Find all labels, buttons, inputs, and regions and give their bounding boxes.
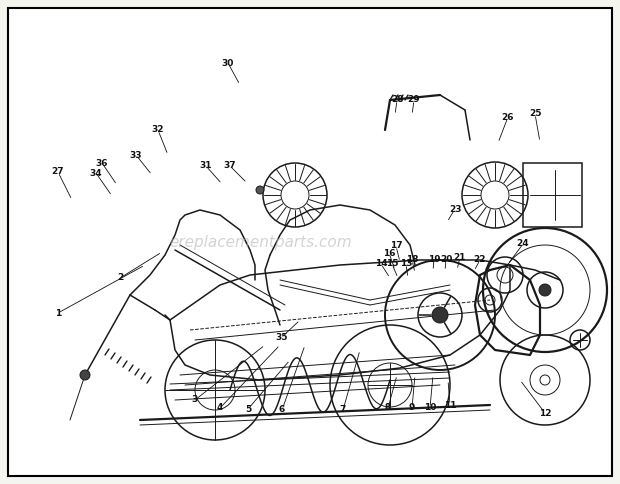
Circle shape <box>539 284 551 296</box>
Text: 24: 24 <box>516 240 529 248</box>
Text: 9: 9 <box>409 404 415 412</box>
Text: 18: 18 <box>405 256 419 264</box>
Text: 30: 30 <box>222 59 234 67</box>
Text: 12: 12 <box>539 408 551 418</box>
Text: 1: 1 <box>55 308 61 318</box>
Text: 5: 5 <box>245 405 251 413</box>
Text: 23: 23 <box>449 205 461 213</box>
Text: 19: 19 <box>428 255 440 263</box>
Circle shape <box>80 370 90 380</box>
Text: 28: 28 <box>391 95 403 105</box>
Text: 36: 36 <box>95 158 108 167</box>
Text: 33: 33 <box>130 151 142 160</box>
Text: 2: 2 <box>117 273 123 283</box>
Text: 29: 29 <box>408 95 420 105</box>
Text: 17: 17 <box>390 242 402 251</box>
Circle shape <box>432 307 448 323</box>
Text: 20: 20 <box>440 255 452 263</box>
Text: 13: 13 <box>400 259 412 269</box>
Text: 27: 27 <box>51 167 64 177</box>
Text: 32: 32 <box>152 125 164 135</box>
Text: 22: 22 <box>474 256 486 264</box>
Text: 16: 16 <box>383 248 396 257</box>
Text: 37: 37 <box>224 162 236 170</box>
FancyBboxPatch shape <box>8 8 612 476</box>
Text: 14: 14 <box>374 259 388 269</box>
Text: ereplacementparts.com: ereplacementparts.com <box>169 235 352 249</box>
Text: 11: 11 <box>444 400 456 409</box>
Text: 6: 6 <box>279 406 285 414</box>
Text: 15: 15 <box>386 259 398 269</box>
Text: 26: 26 <box>502 112 514 121</box>
Text: 31: 31 <box>200 162 212 170</box>
Text: 25: 25 <box>529 109 541 119</box>
Text: 3: 3 <box>192 395 198 405</box>
Text: 4: 4 <box>217 404 223 412</box>
Circle shape <box>256 186 264 194</box>
Text: 8: 8 <box>385 404 391 412</box>
Text: 21: 21 <box>454 253 466 261</box>
Text: 10: 10 <box>424 404 436 412</box>
Text: 7: 7 <box>340 406 346 414</box>
Text: 35: 35 <box>276 333 288 342</box>
Text: 34: 34 <box>90 168 102 178</box>
